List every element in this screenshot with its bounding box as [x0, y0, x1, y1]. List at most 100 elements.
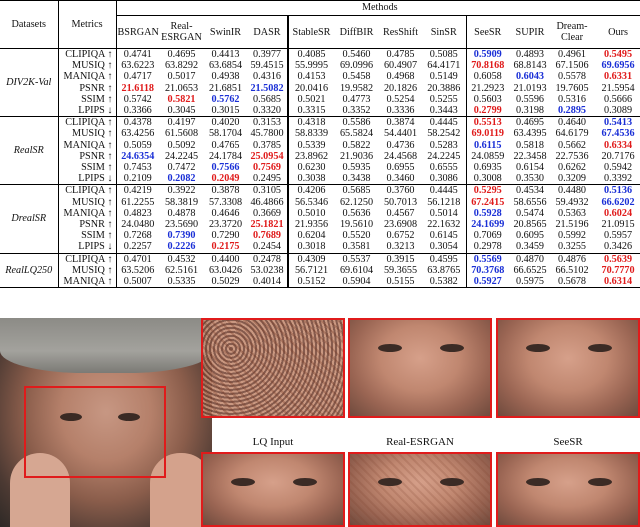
table-cell: 0.5029 — [204, 276, 247, 289]
table-cell: 0.4961 — [557, 49, 586, 60]
table-cell: 0.4400 — [204, 252, 247, 265]
dataset-label: DIV2K-Val — [0, 48, 59, 117]
table-cell: 0.5639 — [593, 252, 640, 265]
table-cell: 0.7069 — [473, 230, 502, 242]
table-row: MANIQA ↑ 0.4823 0.4878 0.4646 0.3669 0.5010 0.… — [0, 207, 640, 220]
table-cell: 0.5495 — [604, 49, 633, 60]
table-cell: 0.4938 — [211, 71, 240, 83]
table-cell: 23.6908 — [383, 219, 418, 231]
table-cell: 0.3018 — [297, 241, 326, 253]
table-cell: 0.4413 — [211, 49, 240, 60]
table-row: RealLQ250 CLIPIQA ↑ 0.4701 0.4532 0.4400 0.24… — [0, 252, 640, 289]
table-cell: 0.6935 — [473, 162, 502, 174]
table-cell: 63.8292 — [164, 60, 199, 72]
table-cell: 58.6556 — [513, 196, 547, 208]
table-cell: 70.8168 — [471, 60, 505, 72]
method-header: DiffBIR — [339, 26, 374, 38]
table-cell: 24.2245 — [164, 150, 199, 162]
table-cell: 67.2415 — [471, 196, 505, 208]
table-cell: 63.5206 — [121, 264, 155, 276]
table-cell: 0.4020 — [204, 116, 247, 129]
table-cell: 58.8339 — [294, 128, 329, 140]
datasets-header: Datasets — [0, 0, 59, 49]
metric-label: SSIM ↑ — [58, 162, 117, 174]
method-header: SUPIR — [515, 26, 545, 38]
crop-region-box — [24, 386, 166, 478]
table-cell: 0.3785 — [247, 139, 289, 151]
table-cell: 0.2454 — [247, 241, 289, 254]
table-cell: 66.5102 — [555, 264, 589, 276]
table-cell: 0.3530 — [515, 173, 544, 185]
metric-label: MUSIQ ↑ — [58, 60, 117, 72]
table-cell: 20.7176 — [601, 150, 635, 162]
table-cell: 0.7566 — [211, 162, 240, 174]
metric-label: MUSIQ ↑ — [58, 196, 117, 208]
table-cell: 25.0954 — [247, 150, 289, 163]
crop-seesr — [496, 318, 640, 418]
table-cell: 21.6118 — [121, 82, 155, 94]
table-cell: 0.3460 — [386, 173, 415, 185]
table-cell: 0.3213 — [386, 241, 415, 253]
table-cell: 0.2226 — [167, 241, 196, 253]
table-cell: 23.5690 — [164, 219, 199, 231]
table-cell: 0.6154 — [515, 162, 544, 174]
table-cell: 63.4395 — [513, 128, 547, 140]
table-cell: 0.5685 — [247, 93, 289, 106]
table-cell: 0.3198 — [515, 105, 544, 117]
crop-row2-2 — [348, 452, 492, 527]
table-cell: 0.4532 — [159, 252, 204, 265]
knit-hat — [0, 318, 212, 373]
table-cell: 0.6043 — [515, 71, 544, 83]
table-row: MANIQA ↑ 0.5007 0.5335 0.5029 0.4014 0.5152 0.… — [0, 276, 640, 289]
table-cell: 0.5339 — [297, 139, 326, 151]
table-cell: 19.9582 — [339, 82, 374, 94]
table-cell: 21.2923 — [471, 82, 505, 94]
table-cell: 0.4701 — [116, 252, 159, 265]
dataset-label: RealSR — [0, 116, 59, 185]
table-cell: 0.2049 — [211, 173, 240, 185]
table-cell: 0.7472 — [167, 162, 196, 174]
table-cell: 0.5136 — [593, 184, 640, 197]
table-cell: 0.3443 — [422, 105, 467, 117]
table-cell: 0.2109 — [123, 173, 152, 185]
table-cell: 58.2542 — [422, 128, 467, 140]
table-cell: 0.5085 — [422, 48, 467, 61]
table-cell: 0.6331 — [604, 71, 633, 83]
table-cell: 0.5382 — [422, 276, 467, 289]
table-cell: 56.5346 — [294, 196, 329, 208]
metric-label: MANIQA ↑ — [58, 207, 117, 220]
table-cell: 67.1506 — [555, 60, 589, 72]
table-cell: 0.3008 — [473, 173, 502, 185]
table-cell: 23.3720 — [208, 219, 243, 231]
table-cell: 0.5363 — [557, 207, 586, 219]
table-cell: 0.4219 — [116, 184, 159, 197]
table-cell: 0.5935 — [342, 162, 371, 174]
table-cell: 69.0119 — [471, 128, 505, 140]
table-cell: 21.9356 — [294, 219, 329, 231]
table-cell: 0.5596 — [515, 93, 544, 105]
table-cell: 0.4785 — [386, 49, 415, 60]
table-cell: 64.4171 — [422, 60, 467, 72]
table-row: MUSIQ ↑ 61.2255 58.3819 57.3308 46.4866 56.53… — [0, 196, 640, 208]
table-cell: 58.3819 — [164, 196, 199, 208]
table-cell: 0.4878 — [167, 207, 196, 219]
table-cell: 0.5586 — [334, 116, 379, 129]
table-cell: 61.2255 — [121, 196, 155, 208]
table-cell: 0.5818 — [515, 139, 544, 151]
table-cell: 63.8765 — [422, 264, 467, 277]
table-cell: 0.3669 — [247, 207, 289, 220]
table-cell: 66.6202 — [601, 196, 635, 208]
table-cell: 0.4153 — [297, 71, 326, 83]
metric-label: MANIQA ↑ — [58, 71, 117, 83]
table-cell: 0.5316 — [557, 93, 586, 105]
table-cell: 0.3105 — [247, 184, 289, 197]
table-cell: 0.7569 — [247, 162, 289, 174]
table-cell: 0.5458 — [342, 71, 371, 83]
table-cell: 25.1821 — [247, 219, 289, 231]
table-cell: 0.4717 — [123, 71, 152, 83]
table-cell: 0.5742 — [123, 93, 152, 105]
metric-label: SSIM ↑ — [58, 230, 117, 242]
metric-label: MANIQA ↑ — [58, 139, 117, 151]
method-header: Real-ESRGAN — [161, 21, 202, 43]
table-cell: 0.5460 — [342, 49, 371, 60]
